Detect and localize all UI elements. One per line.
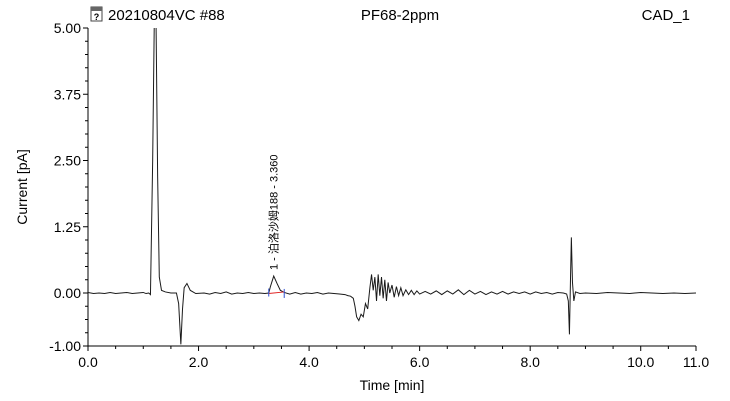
peak-baseline	[268, 291, 285, 295]
x-tick-label: 11.0	[683, 354, 709, 370]
y-tick-label: 3.75	[54, 86, 81, 102]
x-tick-label: 6.0	[410, 354, 430, 370]
svg-text:?: ?	[94, 12, 100, 22]
y-axis-ticks: 5.00 3.75 2.50 1.25 0.00 -1.00	[49, 20, 88, 354]
sample-name: 20210804VC #88	[108, 7, 225, 24]
x-axis-ticks: 0.0 2.0 4.0 6.0 8.0 10.0 11.0	[78, 346, 709, 370]
y-tick-label: 2.50	[54, 153, 81, 169]
peak-annotation: 1 - 泊洛沙姆188 - 3.360	[267, 154, 285, 298]
x-axis-label: Time [min]	[360, 377, 425, 393]
chromatogram-trace	[88, 28, 696, 345]
y-axis-label: Current [pA]	[14, 149, 30, 224]
method-name: PF68-2ppm	[361, 7, 439, 24]
x-tick-label: 8.0	[520, 354, 540, 370]
y-tick-label: 1.25	[54, 219, 81, 235]
x-tick-label: 4.0	[299, 354, 319, 370]
channel-name: CAD_1	[642, 7, 690, 24]
peak-label: 1 - 泊洛沙姆188 - 3.360	[267, 154, 281, 270]
y-tick-label: 5.00	[54, 20, 81, 36]
report-icon: ?	[90, 6, 103, 22]
x-tick-label: 0.0	[78, 354, 98, 370]
x-tick-label: 10.0	[627, 354, 654, 370]
y-tick-label: -1.00	[49, 338, 81, 354]
x-tick-label: 2.0	[189, 354, 209, 370]
y-tick-label: 0.00	[54, 285, 81, 301]
